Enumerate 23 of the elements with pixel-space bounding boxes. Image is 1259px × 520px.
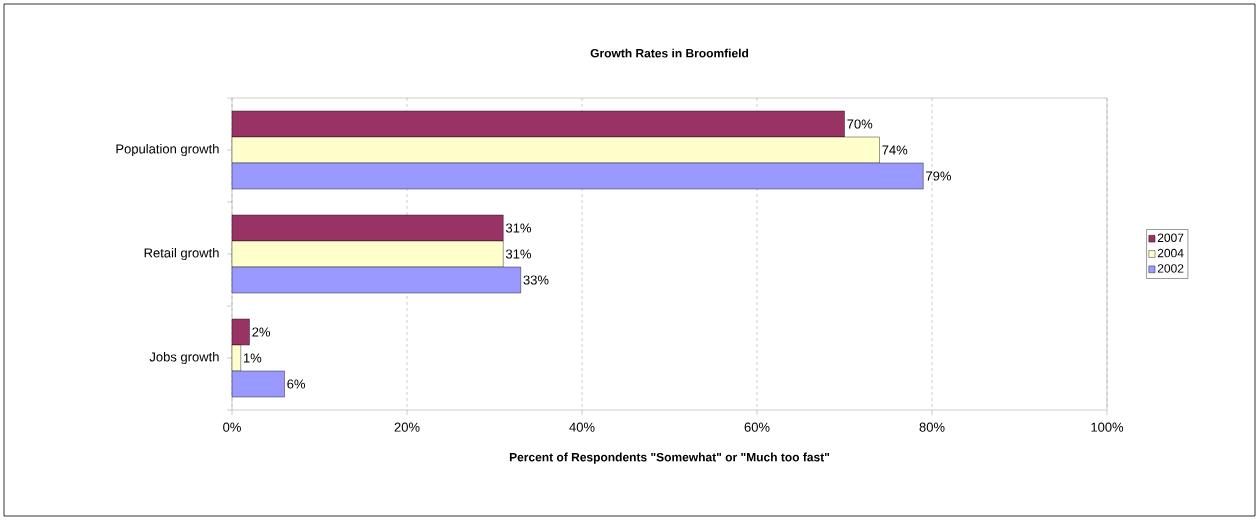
- chart-title: Growth Rates in Broomfield: [590, 48, 749, 58]
- data-label: 2%: [252, 327, 271, 337]
- x-tick-label: 80%: [919, 422, 945, 432]
- data-label: 6%: [287, 379, 306, 389]
- x-tick-label: 60%: [744, 422, 770, 432]
- data-label: 79%: [926, 171, 952, 181]
- data-label: 31%: [505, 249, 532, 259]
- data-label: 33%: [523, 275, 549, 285]
- x-axis-title: Percent of Respondents "Somewhat" or "Much too fast": [509, 452, 830, 464]
- x-tick-label: 100%: [1091, 422, 1124, 432]
- y-tick-label: Jobs growth: [149, 351, 219, 365]
- x-tick-label: 40%: [569, 422, 595, 432]
- data-label: 74%: [882, 145, 908, 155]
- legend-label: 2002: [1157, 264, 1184, 273]
- legend-label: 2007: [1157, 233, 1184, 242]
- y-tick-label: Population growth: [116, 143, 219, 157]
- y-tick-label: Retail growth: [144, 247, 219, 261]
- data-label: 70%: [847, 119, 873, 129]
- data-label: 1%: [243, 353, 262, 363]
- x-tick-label: 20%: [394, 422, 420, 432]
- x-tick-label: 0%: [223, 422, 241, 432]
- data-label: 31%: [505, 223, 532, 233]
- legend-label: 2004: [1157, 248, 1184, 258]
